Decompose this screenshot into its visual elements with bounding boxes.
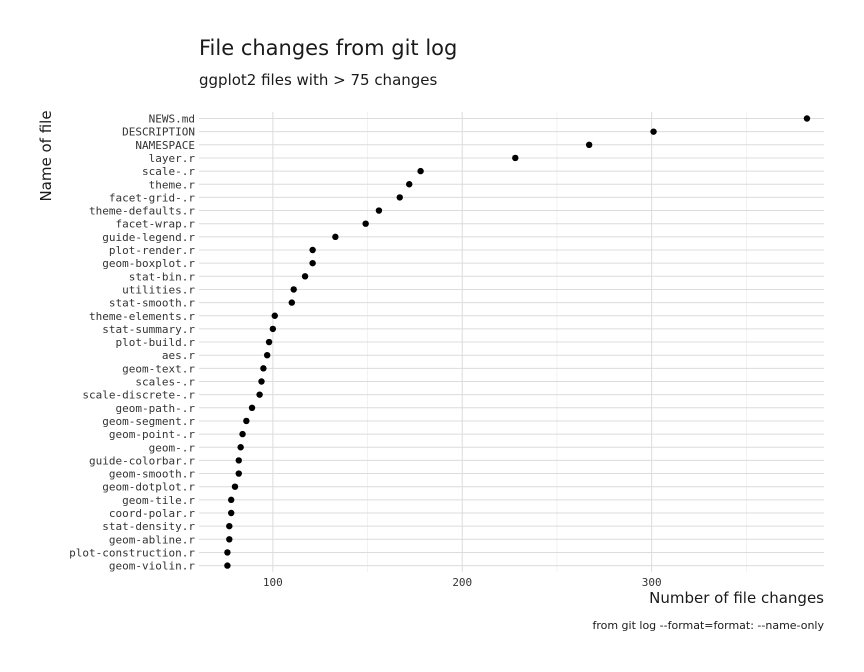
- data-point: [239, 430, 246, 438]
- y-tick-label: coord-polar.r: [109, 507, 195, 520]
- data-point: [269, 325, 277, 333]
- y-tick-label: stat-smooth.r: [109, 297, 195, 310]
- y-tick-label: facet-grid-.r: [109, 191, 195, 204]
- y-tick-label: geom-violin.r: [109, 560, 195, 573]
- data-point: [803, 115, 811, 122]
- data-point: [271, 312, 278, 319]
- y-tick-label: plot-construction.r: [69, 546, 195, 559]
- data-point: [585, 141, 593, 148]
- y-tick-label: scale-.r: [142, 165, 195, 178]
- data-point: [248, 404, 256, 411]
- y-tick-label: stat-density.r: [102, 520, 195, 533]
- major-gridlines: [199, 112, 824, 572]
- data-point: [224, 562, 231, 569]
- x-tick-label: 300: [642, 576, 662, 589]
- y-tick-label: plot-render.r: [109, 244, 195, 257]
- y-tick-label: scale-discrete-.r: [82, 389, 195, 402]
- chart-title: File changes from git log: [199, 36, 458, 60]
- data-point: [260, 365, 267, 372]
- data-point: [650, 128, 657, 135]
- y-tick-label: geom-segment.r: [102, 415, 195, 428]
- data-point: [417, 167, 424, 175]
- data-point: [224, 549, 231, 556]
- y-tick-label: theme-elements.r: [89, 310, 195, 323]
- y-tick-label: geom-tile.r: [122, 494, 195, 507]
- y-tick-label: NAMESPACE: [135, 139, 195, 152]
- y-tick-label: guide-colorbar.r: [89, 454, 195, 467]
- data-point: [290, 286, 297, 293]
- data-point: [227, 496, 235, 504]
- y-tick-label: theme.r: [149, 178, 196, 191]
- y-tick-label: geom-text.r: [122, 362, 195, 375]
- data-point: [235, 457, 242, 464]
- x-axis-ticks: 100 200 300: [263, 576, 662, 589]
- y-tick-label: geom-smooth.r: [109, 468, 195, 481]
- y-tick-label: geom-abline.r: [109, 533, 195, 546]
- data-point: [243, 417, 250, 425]
- data-point: [362, 220, 369, 227]
- y-tick-label: geom-boxplot.r: [102, 257, 195, 270]
- data-point: [226, 522, 233, 530]
- y-tick-label: geom-path-.r: [116, 402, 196, 415]
- data-point: [265, 338, 273, 346]
- y-tick-label: stat-summary.r: [102, 323, 195, 336]
- y-tick-label: layer.r: [149, 152, 196, 165]
- data-point: [396, 194, 403, 201]
- y-tick-label: geom-point-.r: [109, 428, 195, 441]
- y-tick-label: scales-.r: [135, 376, 195, 389]
- y-tick-label: DESCRIPTION: [122, 126, 195, 139]
- data-point: [235, 470, 242, 477]
- data-point: [512, 154, 519, 162]
- x-tick-label: 100: [263, 576, 283, 589]
- y-tick-label: theme-defaults.r: [89, 205, 195, 218]
- data-point: [227, 509, 235, 517]
- data-points: [224, 115, 811, 569]
- y-tick-label: NEWS.md: [149, 113, 195, 126]
- data-point: [288, 299, 296, 306]
- y-tick-label: geom-.r: [149, 441, 196, 454]
- data-point: [231, 483, 239, 490]
- x-axis-label: Number of file changes: [649, 589, 824, 607]
- y-tick-label: utilities.r: [122, 283, 195, 296]
- data-point: [226, 536, 233, 543]
- chart-subtitle: ggplot2 files with > 75 changes: [199, 71, 438, 89]
- y-tick-label: geom-dotplot.r: [102, 481, 195, 494]
- data-point: [263, 352, 271, 359]
- data-point: [375, 207, 383, 214]
- chart-caption: from git log --format=format: --name-onl…: [592, 619, 824, 632]
- data-point: [309, 246, 316, 254]
- y-axis-ticks: NEWS.mdDESCRIPTIONNAMESPACElayer.rscale-…: [69, 113, 195, 573]
- data-point: [406, 181, 413, 188]
- y-tick-label: stat-bin.r: [129, 270, 196, 283]
- y-tick-label: guide-legend.r: [102, 231, 195, 244]
- x-tick-label: 200: [452, 576, 472, 589]
- data-point: [309, 259, 316, 267]
- data-point: [332, 233, 339, 241]
- y-tick-label: facet-wrap.r: [116, 218, 196, 231]
- data-point: [237, 444, 244, 451]
- y-tick-label: aes.r: [162, 349, 195, 362]
- data-point: [256, 391, 263, 398]
- y-tick-label: plot-build.r: [116, 336, 196, 349]
- data-point: [301, 273, 309, 280]
- data-point: [258, 378, 265, 385]
